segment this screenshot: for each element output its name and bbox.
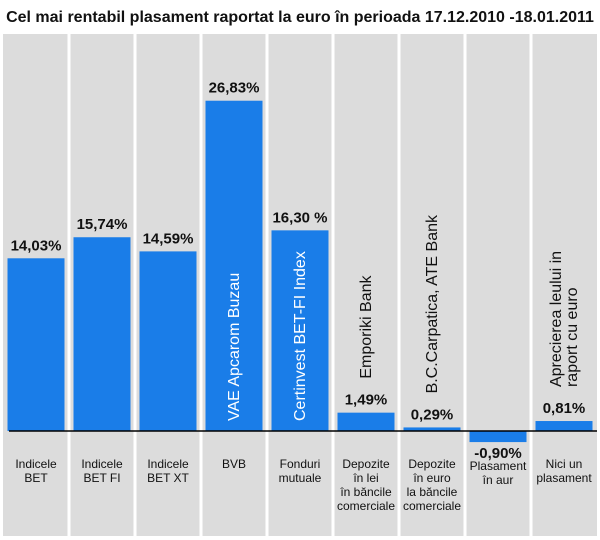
svg-text:raport cu euro: raport cu euro [564,287,581,387]
category-label: Depozite în euro la băncile comerciale [403,457,461,513]
category-label: Indicele BET [15,457,57,485]
bar-annotation: VAE Apcarom Buzau [226,273,243,421]
bar [205,100,263,431]
category-label: Indicele BET XT [147,457,189,485]
value-label: 0,81% [543,400,586,417]
value-label: 0,29% [411,406,454,423]
chart-title: Cel mai rentabil plasament raportat la e… [6,9,594,26]
value-label: 16,30 % [272,209,327,226]
category-label: Indicele BET FI [81,457,123,485]
category-label: Plasament în aur [470,459,527,487]
bar [469,431,527,443]
value-label: 26,83% [209,80,260,97]
bar [535,421,593,431]
svg-text:B.C.Carpatica, ATE Bank: B.C.Carpatica, ATE Bank [424,214,441,393]
category-label: Depozite în lei în băncile comerciale [337,457,395,513]
value-label: 1,49% [345,392,388,409]
category-label: BVB [222,457,246,471]
category-label: Fonduri mutuale [279,457,322,485]
bar-annotation: B.C.Carpatica, ATE Bank [424,214,441,393]
value-label: 14,59% [143,230,194,247]
bar-annotation: Emporiki Bank [358,275,375,379]
value-label: 14,03% [11,237,62,254]
svg-text:Aprecierea leului in: Aprecierea leului in [548,251,565,387]
bar-annotation: Certinvest BET-FI Index [292,251,309,421]
value-label: 15,74% [77,216,128,233]
svg-text:Certinvest BET-FI Index: Certinvest BET-FI Index [292,251,309,421]
bar [403,427,461,431]
svg-text:VAE Apcarom Buzau: VAE Apcarom Buzau [226,273,243,421]
bar [271,230,329,431]
svg-text:Emporiki Bank: Emporiki Bank [358,275,375,379]
bar [73,237,131,431]
value-label: -0,90% [474,445,522,462]
bar [139,251,197,431]
bar [337,412,395,431]
bar-annotation: Aprecierea leului in raport cu euro [548,251,581,387]
category-label: Nici un plasament [536,457,592,485]
bar [7,258,65,431]
